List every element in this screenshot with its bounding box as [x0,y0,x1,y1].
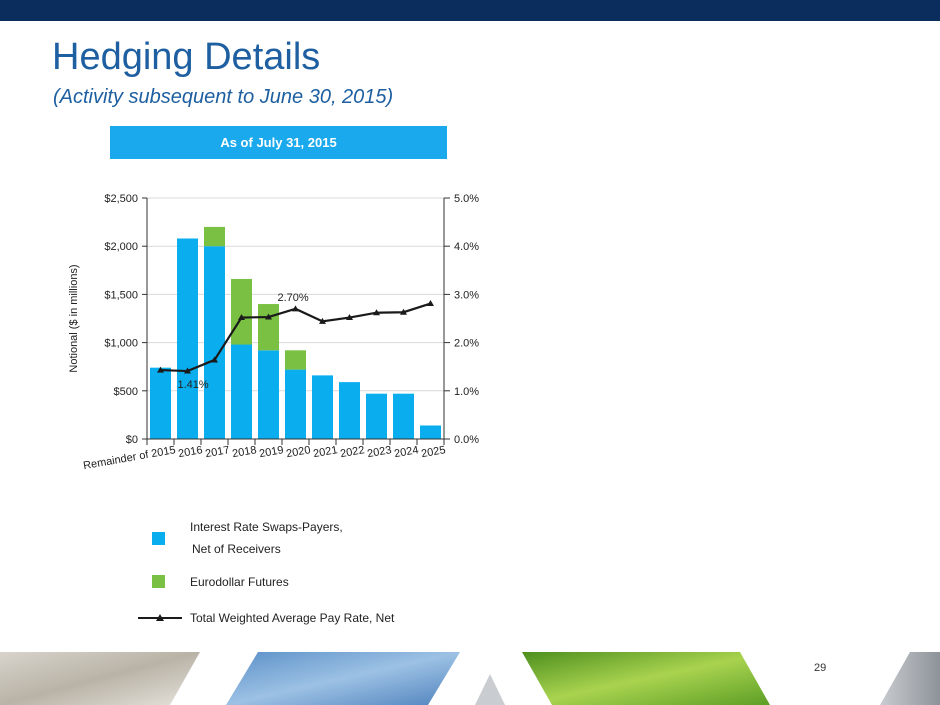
bar-swaps [312,375,333,439]
x-tick-label: 2023 [366,444,392,460]
x-tick-label: 2016 [177,444,203,460]
x-tick-label: 2024 [393,444,419,460]
rate-point [292,305,299,312]
legend-label-swaps-line1: Interest Rate Swaps-Payers, [190,520,343,534]
x-tick-label: 2019 [258,444,284,460]
bar-futures [258,304,279,351]
bar-swaps [150,367,171,439]
x-tick-label: 2022 [339,444,365,460]
chart-axes [142,197,450,445]
bar-swaps [285,369,306,439]
rate-point [373,309,380,316]
y-axis-label: Notional ($ in millions) [68,264,80,372]
bar-futures [285,350,306,370]
bar-swaps [177,238,198,439]
bar-swaps [258,350,279,439]
y2-tick-label: 0.0% [454,434,479,446]
y-tick-label: $2,000 [104,241,138,253]
bar-futures [231,278,252,345]
bar-swaps [420,425,441,439]
x-tick-label: 2017 [204,444,230,460]
bar-swaps [339,382,360,439]
bar-swaps [366,393,387,439]
footer-image-strip [0,652,940,705]
rate-annotation: 2.70% [278,292,309,304]
rate-line [157,300,434,374]
page-subtitle: (Activity subsequent to June 30, 2015) [53,86,394,108]
rate-point [346,314,353,321]
bar-swaps [393,393,414,439]
y-tick-label: $1,000 [104,338,138,350]
x-tick-label: 2020 [285,444,311,460]
bar-swaps [231,344,252,439]
x-tick-label: 2018 [231,444,257,460]
y2-tick-label: 1.0% [454,386,479,398]
x-tick-label: Remainder of 2015 [82,444,176,472]
bar-futures [204,226,225,247]
y2-tick-label: 3.0% [454,289,479,301]
rate-point [265,313,272,320]
y2-tick-label: 2.0% [454,338,479,350]
legend-swatch-swaps [152,532,165,545]
legend-label-swaps-line2: Net of Receivers [192,542,281,556]
rate-point [400,308,407,315]
y-tick-label: $2,500 [104,193,138,205]
date-banner: As of July 31, 2015 [110,126,447,159]
page-number: 29 [814,662,827,674]
y-tick-label: $0 [126,434,138,446]
bar-swaps [204,246,225,439]
rate-point [184,367,191,374]
x-tick-label: 2025 [420,444,446,460]
x-tick-label: 2021 [312,444,338,460]
rate-point [427,300,434,307]
rate-annotation: 1.41% [178,379,209,391]
legend-swatch-futures [152,575,165,588]
y-tick-label: $1,500 [104,289,138,301]
legend-label-futures: Eurodollar Futures [190,575,289,589]
top-bar [0,0,940,21]
rate-point [157,366,164,373]
rate-point [211,356,218,363]
page-title: Hedging Details [52,36,321,78]
chart-bars [150,226,441,439]
rate-point [238,314,245,321]
legend-label-rate: Total Weighted Average Pay Rate, Net [190,611,395,625]
y2-tick-label: 4.0% [454,241,479,253]
hedging-chart: $0 $500 $1,000 $1,500 $2,000 $2,500 0.0% 1.0% 2.… [68,193,479,472]
rate-point [319,317,326,324]
y2-tick-label: 5.0% [454,193,479,205]
y-tick-label: $500 [114,386,138,398]
legend-line-rate [138,614,182,621]
